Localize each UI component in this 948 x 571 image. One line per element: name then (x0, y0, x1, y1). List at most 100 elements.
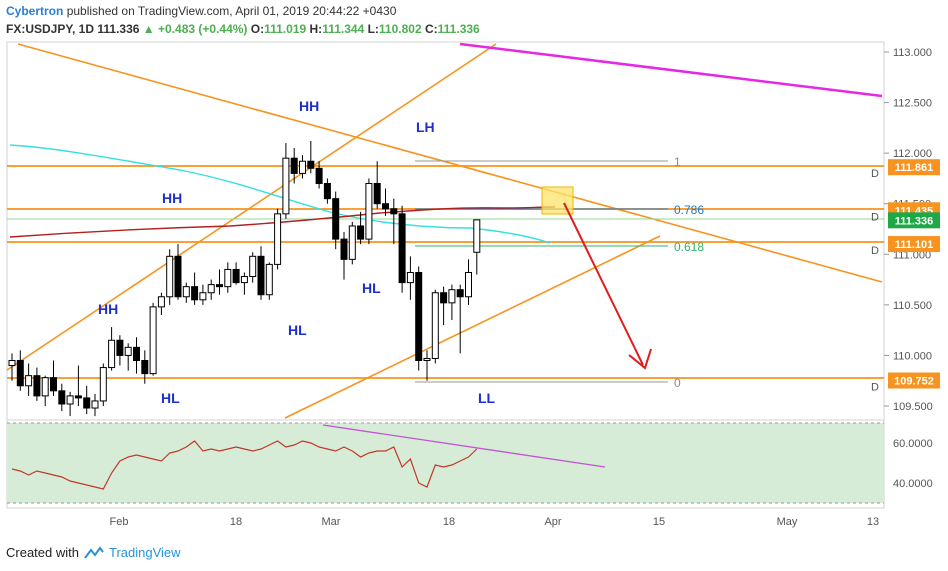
price-tick-label: 109.500 (893, 401, 933, 413)
candle-body[interactable] (398, 213, 406, 284)
price-tag-label: 111.336 (895, 215, 934, 227)
candle-body[interactable] (382, 203, 389, 210)
price-tag-box (888, 159, 940, 176)
rsi-line[interactable] (11, 440, 478, 490)
open-value: 111.019 (264, 22, 307, 36)
candle-body[interactable] (216, 284, 223, 288)
ascending-channel-upper-line[interactable] (6, 43, 497, 371)
candle-body[interactable] (174, 255, 182, 298)
candle-body[interactable] (348, 225, 356, 260)
price-axis[interactable]: 113.000112.500112.000111.500111.000110.5… (884, 47, 933, 413)
maroon-moving-average[interactable] (9, 206, 556, 238)
tradingview-brand[interactable]: TradingView (108, 545, 181, 560)
candle-body[interactable] (108, 339, 116, 369)
candle-body[interactable] (406, 271, 414, 284)
cyan-moving-average[interactable] (9, 144, 551, 244)
price-tick-label: 111.000 (893, 249, 931, 261)
magenta-trendline[interactable] (459, 42, 883, 98)
candle-body[interactable] (83, 397, 91, 409)
candle-body[interactable] (58, 390, 66, 405)
candle-body[interactable] (274, 213, 282, 265)
candle-body[interactable] (25, 375, 33, 387)
candle-body[interactable] (265, 263, 273, 296)
rsi-axis: 60.0000 40.0000 (893, 438, 933, 490)
candle-body[interactable] (50, 377, 57, 392)
candle-body[interactable] (91, 400, 99, 409)
candle-body[interactable] (456, 289, 464, 298)
publish-info: Cybertron published on TradingView.com, … (6, 4, 396, 18)
candle-body[interactable] (33, 375, 41, 397)
candle-body[interactable] (340, 238, 348, 260)
candle-body[interactable] (373, 182, 381, 205)
candle-body[interactable] (332, 198, 340, 240)
price-tag-box (888, 372, 940, 389)
fib-label-0618: 0.618 (674, 240, 704, 254)
fib-label-0786: 0.786 (674, 203, 704, 217)
candle-body[interactable] (124, 346, 132, 356)
rsi-tick-label: 40.0000 (893, 478, 933, 490)
candle-body[interactable] (423, 357, 431, 361)
candle-body[interactable] (307, 160, 315, 169)
time-axis[interactable]: Feb 18 Mar 18 Apr 15 May 13 (110, 516, 880, 528)
candle-body[interactable] (191, 286, 199, 301)
candle-body[interactable] (116, 339, 124, 356)
candle-body[interactable] (157, 296, 165, 308)
time-tick-label: 18 (230, 516, 242, 528)
candle-body[interactable] (390, 208, 398, 215)
fib-label-0: 0 (674, 376, 681, 390)
author-name[interactable]: Cybertron (6, 4, 64, 18)
candle-body[interactable] (315, 167, 323, 184)
candle-body[interactable] (365, 182, 373, 240)
candle-body[interactable] (133, 346, 140, 361)
candle-body[interactable] (224, 268, 232, 288)
candle-body[interactable] (473, 219, 481, 253)
d-marker: D (871, 245, 879, 257)
candle-body[interactable] (99, 367, 107, 402)
candle-body[interactable] (141, 359, 149, 375)
candle-body[interactable] (465, 271, 472, 298)
wave-label-hh-3: HH (98, 301, 118, 317)
price-tick-label: 110.500 (893, 300, 932, 312)
candle-body[interactable] (199, 292, 207, 301)
candle-body[interactable] (299, 160, 306, 174)
candle-body[interactable] (431, 292, 439, 359)
candle-body[interactable] (16, 359, 24, 387)
candle-body[interactable] (207, 284, 215, 294)
forecast-arrow[interactable] (563, 202, 644, 366)
candle-body[interactable] (232, 268, 240, 284)
candle-body[interactable] (415, 271, 423, 361)
time-tick-label: Feb (110, 516, 129, 528)
candle-body[interactable] (282, 157, 290, 215)
candle-body[interactable] (323, 182, 331, 200)
candle-body[interactable] (290, 157, 298, 174)
candle-body[interactable] (41, 377, 49, 397)
candle-body[interactable] (448, 289, 456, 304)
price-tag-box (888, 212, 940, 229)
price-tag-label: 109.752 (894, 376, 934, 388)
candle-body[interactable] (166, 255, 174, 298)
symbol-label[interactable]: FX:USDJPY, 1D (6, 22, 95, 36)
ascending-channel-lower-line[interactable] (284, 235, 661, 419)
candle-body[interactable] (240, 276, 248, 284)
candle-body[interactable] (8, 359, 16, 367)
open-label: O: (250, 22, 265, 36)
time-tick-label: 13 (867, 516, 879, 528)
price-change: +0.483 (+0.44%) (158, 22, 248, 36)
rsi-tick-label: 60.0000 (893, 438, 933, 450)
candle-body[interactable] (66, 395, 74, 405)
candle-body[interactable] (182, 286, 190, 298)
candlestick-series[interactable] (8, 141, 481, 417)
candle-body[interactable] (357, 225, 365, 240)
candle-body[interactable] (257, 255, 265, 296)
rsi-trendline[interactable] (322, 424, 606, 468)
candle-body[interactable] (74, 395, 82, 399)
up-arrow-icon: ▲ (142, 22, 155, 36)
candle-body[interactable] (440, 292, 448, 304)
candle-body[interactable] (249, 255, 257, 278)
footer: Created with TradingView (6, 545, 181, 560)
candle-body[interactable] (149, 306, 157, 375)
time-tick-label: 18 (443, 516, 455, 528)
d-marker: D (871, 168, 879, 180)
